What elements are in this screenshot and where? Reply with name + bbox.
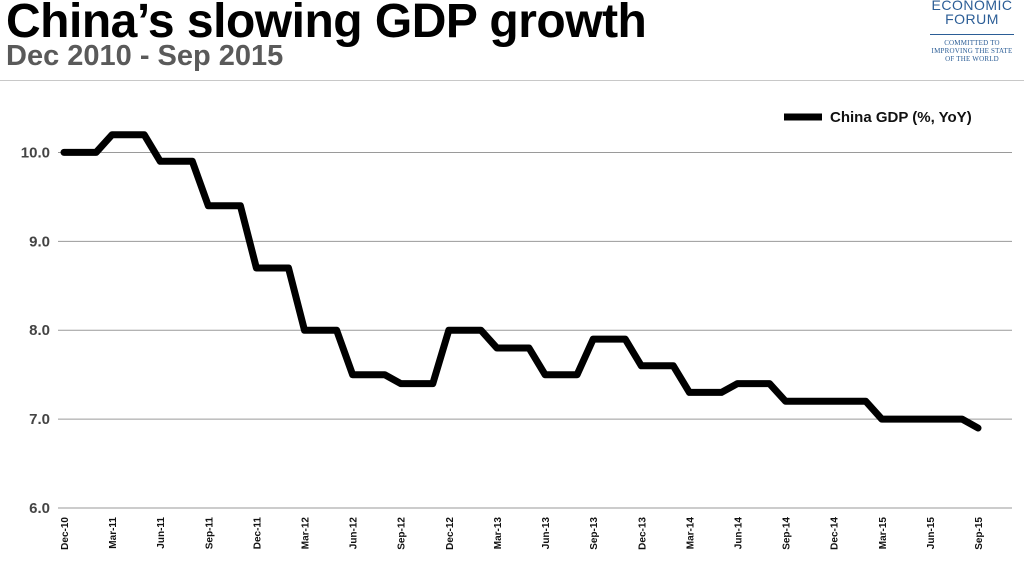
- x-tick-label: Dec-10: [60, 517, 71, 550]
- legend: China GDP (%, YoY): [784, 109, 972, 126]
- logo-tagline-line: OF THE WORLD: [945, 55, 999, 63]
- y-tick-label: 6.0: [29, 500, 50, 517]
- x-tick-label: Mar-15: [878, 517, 889, 550]
- x-tick-label: Dec-12: [445, 517, 456, 550]
- logo-text-economic: ECONOMIC: [931, 0, 1013, 13]
- x-tick-label: Dec-14: [830, 517, 841, 550]
- y-axis-ticks: 6.0 7.0 8.0 9.0 10.0: [21, 144, 50, 517]
- y-tick-label: 8.0: [29, 322, 50, 339]
- x-tick-label: Sep-15: [974, 517, 985, 550]
- x-tick-label: Mar-14: [685, 517, 696, 550]
- x-tick-label: Mar-11: [108, 517, 119, 549]
- x-tick-label: Sep-12: [397, 517, 408, 550]
- x-tick-label: Sep-11: [204, 517, 215, 550]
- x-tick-label: Dec-13: [637, 517, 648, 550]
- series-line-china-gdp: [60, 131, 982, 432]
- gridlines: [58, 151, 1012, 509]
- x-tick-label: Mar-13: [493, 517, 504, 550]
- x-tick-label: Jun-11: [156, 517, 167, 549]
- logo-tagline-line: IMPROVING THE STATE: [931, 47, 1013, 55]
- chart-title: China’s slowing GDP growth: [6, 0, 647, 48]
- y-tick-label: 9.0: [29, 233, 50, 250]
- x-tick-label: Jun-15: [926, 517, 937, 550]
- series-group: [60, 131, 982, 432]
- x-tick-label: Dec-11: [252, 517, 263, 550]
- x-tick-label: Jun-13: [541, 517, 552, 550]
- logo-text-forum: FORUM: [945, 11, 999, 27]
- header-divider: [0, 80, 1024, 81]
- x-tick-label: Sep-13: [589, 517, 600, 550]
- legend-label: China GDP (%, YoY): [830, 109, 972, 126]
- x-tick-label: Mar-12: [301, 517, 312, 550]
- x-tick-label: Jun-14: [733, 517, 744, 550]
- logo-tagline: COMMITTED TO IMPROVING THE STATE OF THE …: [922, 39, 1022, 63]
- logo-rule: [930, 34, 1014, 35]
- x-tick-label: Jun-12: [349, 517, 360, 550]
- logo-tagline-line: COMMITTED TO: [944, 39, 1000, 47]
- wef-logo: ECONOMIC FORUM COMMITTED TO IMPROVING TH…: [922, 0, 1022, 78]
- chart-subtitle: Dec 2010 - Sep 2015: [6, 40, 284, 72]
- x-tick-label: Sep-14: [782, 517, 793, 550]
- x-axis-ticks: Dec-10 Mar-11 Jun-11 Sep-11 Dec-11 Mar-12 Jun-…: [60, 517, 985, 550]
- y-tick-label: 7.0: [29, 411, 50, 428]
- y-tick-label: 10.0: [21, 144, 50, 161]
